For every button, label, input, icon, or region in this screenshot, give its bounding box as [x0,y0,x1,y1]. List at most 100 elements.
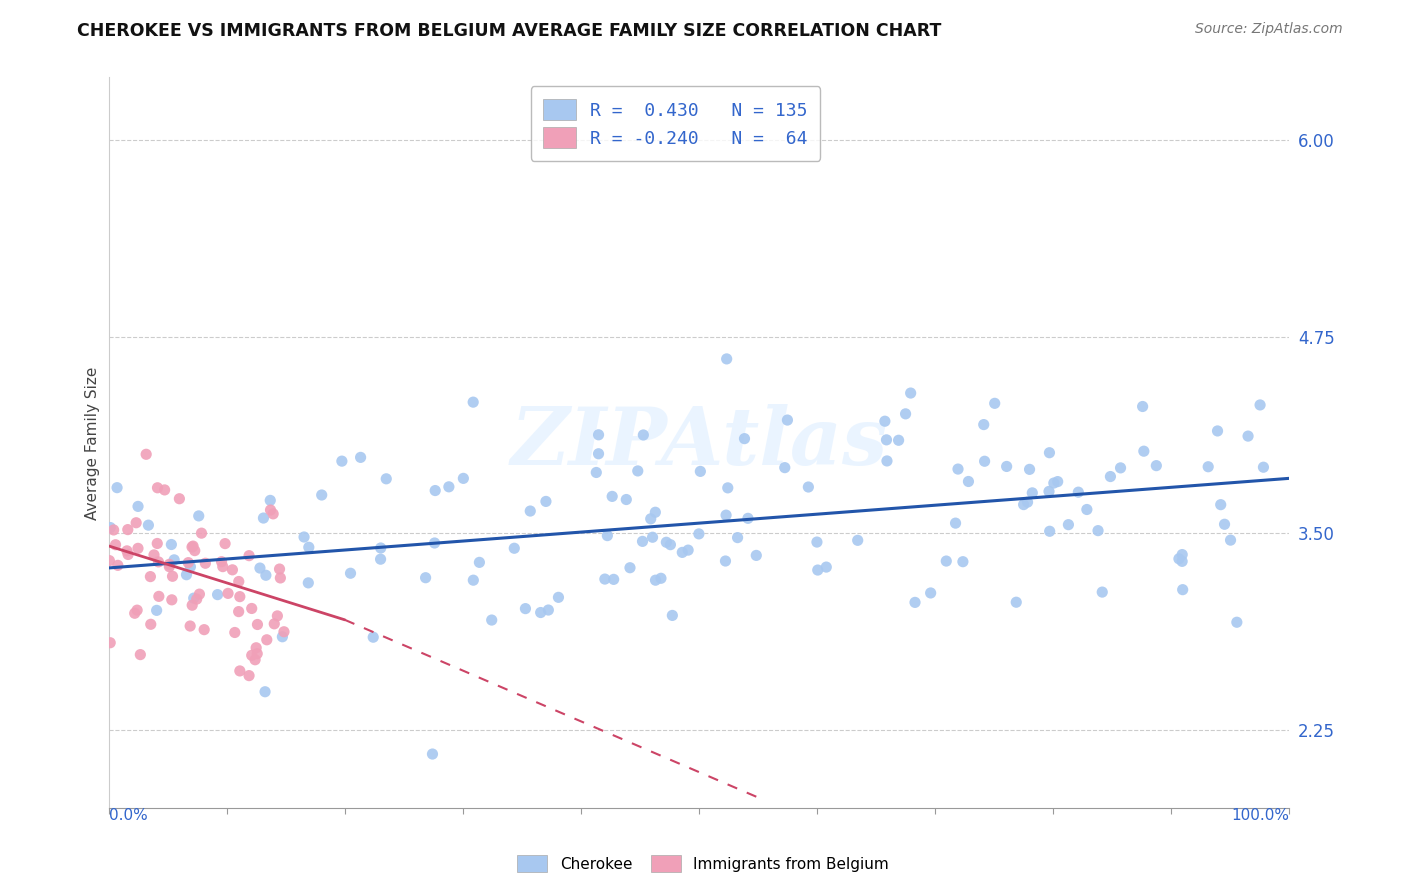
Point [183,591,205,606]
Point [105,481,128,495]
Point [453,471,475,485]
Point [423,536,446,550]
Point [714,554,737,568]
Point [1099,469,1122,483]
Point [259,493,281,508]
Point [946,462,969,476]
Point [229,590,252,604]
Point [193,623,215,637]
Point [240,648,263,663]
Point [846,533,869,548]
Point [249,561,271,575]
Point [717,481,740,495]
Point [714,508,737,523]
Point [266,608,288,623]
Point [1197,459,1219,474]
Point [1018,462,1040,476]
Point [727,531,749,545]
Point [188,587,211,601]
Point [537,603,560,617]
Point [593,572,616,586]
Point [146,536,169,550]
Point [139,617,162,632]
Point [176,567,198,582]
Point [588,427,610,442]
Point [1171,582,1194,597]
Point [298,541,321,555]
Text: 0.0%: 0.0% [108,808,148,823]
Point [245,640,267,655]
Point [190,526,212,541]
Point [1012,498,1035,512]
Point [254,684,277,698]
Point [117,548,139,562]
Point [995,459,1018,474]
Point [547,591,569,605]
Point [211,559,233,574]
Point [1017,495,1039,509]
Point [1038,484,1060,499]
Point [737,511,759,525]
Point [349,450,371,465]
Point [104,538,127,552]
Point [503,541,526,556]
Point [214,536,236,550]
Y-axis label: Average Family Size: Average Family Size [86,367,100,520]
Legend: Cherokee, Immigrants from Belgium: Cherokee, Immigrants from Belgium [509,847,897,880]
Point [179,559,201,574]
Point [177,556,200,570]
Point [115,544,138,558]
Point [1076,502,1098,516]
Point [375,472,398,486]
Point [169,491,191,506]
Point [807,563,830,577]
Point [585,466,607,480]
Point [127,541,149,556]
Point [661,608,683,623]
Point [422,747,444,761]
Text: ZIPAtlas: ZIPAtlas [510,404,887,482]
Point [240,601,263,615]
Point [259,503,281,517]
Point [179,619,201,633]
Point [157,558,180,572]
Point [297,575,319,590]
Point [415,571,437,585]
Point [689,464,711,478]
Point [146,481,169,495]
Point [596,528,619,542]
Point [370,552,392,566]
Point [221,563,243,577]
Point [148,555,170,569]
Point [631,534,654,549]
Point [153,483,176,497]
Point [143,548,166,562]
Point [127,603,149,617]
Point [1209,498,1232,512]
Point [776,413,799,427]
Point [515,601,537,615]
Point [534,494,557,508]
Point [1021,486,1043,500]
Point [271,630,294,644]
Point [160,592,183,607]
Point [973,454,995,468]
Point [229,664,252,678]
Point [1057,517,1080,532]
Legend: R =  0.430   N = 135, R = -0.240   N =  64: R = 0.430 N = 135, R = -0.240 N = 64 [530,87,820,161]
Point [139,569,162,583]
Point [194,556,217,570]
Point [263,616,285,631]
Point [107,558,129,573]
Point [217,586,239,600]
Point [935,554,957,568]
Point [238,668,260,682]
Point [815,560,838,574]
Text: Source: ZipAtlas.com: Source: ZipAtlas.com [1195,22,1343,37]
Point [1038,446,1060,460]
Point [211,555,233,569]
Point [957,475,980,489]
Point [1132,400,1154,414]
Point [246,617,269,632]
Point [370,541,392,555]
